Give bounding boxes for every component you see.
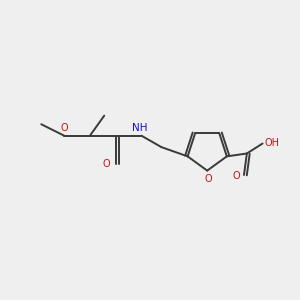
- Text: O: O: [60, 123, 68, 134]
- Text: NH: NH: [132, 123, 148, 134]
- Text: OH: OH: [264, 138, 279, 148]
- Text: O: O: [233, 171, 241, 182]
- Text: O: O: [103, 159, 110, 169]
- Text: O: O: [205, 174, 212, 184]
